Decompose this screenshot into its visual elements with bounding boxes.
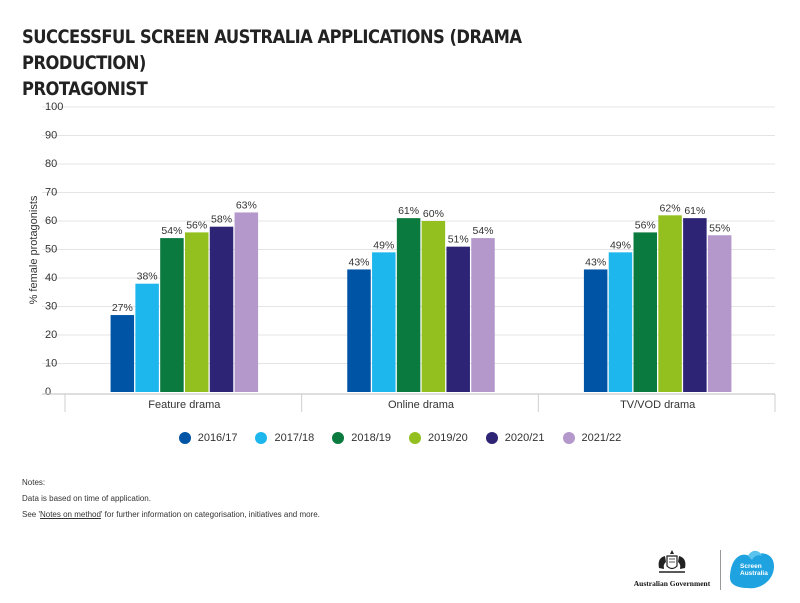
bar (583, 269, 608, 392)
notes-line-1: Data is based on time of application. (22, 494, 151, 503)
bar (396, 218, 421, 392)
chart-title-line-1: SUCCESSFUL SCREEN AUSTRALIA APPLICATIONS… (22, 26, 522, 74)
data-label: 56% (186, 219, 207, 231)
sa-line-1: Screen (740, 563, 762, 570)
bar (446, 246, 470, 392)
legend-swatch (409, 432, 421, 444)
screen-australia-logo-icon (730, 550, 774, 589)
x-tick-label: Feature drama (148, 399, 221, 411)
data-label: 54% (161, 225, 182, 237)
chart-title-line-2: PROTAGONIST (22, 78, 148, 100)
logo-divider (720, 550, 721, 590)
chart-legend: 2016/17 2017/18 2018/19 2019/20 2020/21 2021/… (0, 432, 800, 444)
legend-item: 2016/17 (178, 432, 238, 444)
legend-swatch (255, 432, 268, 444)
bar (608, 252, 633, 392)
legend-swatch (562, 432, 575, 444)
footer-logos: Australian Government Screen Australia (632, 548, 782, 596)
y-tick-label: 50 (45, 244, 57, 256)
y-tick-label: 70 (45, 187, 57, 199)
data-label: 51% (448, 234, 469, 246)
bars (110, 212, 732, 392)
bar (372, 252, 396, 392)
bar (633, 232, 658, 392)
data-label: 49% (373, 239, 394, 251)
x-tick-label: TV/VOD drama (620, 399, 696, 411)
data-label: 27% (112, 302, 133, 314)
screen-australia-text: Screen Australia (740, 563, 768, 577)
notes-block: Notes: Data is based on time of applicat… (22, 475, 320, 523)
sa-line-2: Australia (740, 570, 768, 577)
data-label: 56% (635, 219, 656, 231)
bar (707, 235, 732, 392)
y-tick-label: 30 (45, 301, 57, 313)
chart-title: SUCCESSFUL SCREEN AUSTRALIA APPLICATIONS… (22, 24, 624, 102)
y-tick-label: 10 (45, 358, 57, 370)
legend-swatch (178, 432, 191, 444)
bar-chart: 0 10 20 30 40 50 60 70 80 90 100 27% 38% 54% 56% 58% 63… (28, 101, 776, 412)
notes-line-2-suffix: ' for further information on categorisat… (100, 510, 320, 519)
legend-item: 2020/21 (485, 432, 545, 444)
bar (160, 238, 184, 392)
data-label: 61% (684, 205, 705, 217)
legend-label: 2020/21 (504, 432, 545, 444)
bar (347, 269, 371, 392)
gov-label: Australian Government (633, 579, 711, 588)
notes-on-method-link[interactable]: Notes on method (39, 510, 101, 519)
bar (209, 226, 234, 392)
data-label: 58% (211, 214, 232, 226)
bar (135, 283, 159, 392)
legend-label: 2018/19 (351, 432, 391, 444)
screen-australia-logo: Screen Australia (728, 548, 776, 592)
bar (110, 315, 135, 392)
legend-label: 2021/22 (581, 432, 622, 444)
notes-line-2-prefix: See ' (22, 510, 40, 519)
y-tick-label: 90 (45, 130, 57, 142)
coat-of-arms-icon (658, 550, 686, 573)
legend-label: 2017/18 (274, 432, 315, 444)
bar (234, 212, 259, 392)
data-label: 63% (236, 199, 257, 211)
bar (658, 215, 682, 392)
x-axis: Feature drama Online drama TV/VOD drama (42, 393, 776, 412)
notes-line-2: See 'Notes on method' for further inform… (22, 507, 320, 523)
data-label: 49% (610, 239, 631, 251)
bar (471, 238, 495, 392)
y-tick-label: 20 (45, 329, 57, 341)
legend-item: 2018/19 (332, 432, 391, 444)
y-axis-label: % female protagonists (28, 195, 40, 304)
notes-heading: Notes: (22, 478, 46, 487)
y-tick-label: 60 (45, 215, 57, 227)
x-tick-label: Online drama (388, 399, 455, 411)
legend-label: 2016/17 (197, 432, 238, 444)
legend-item: 2021/22 (562, 432, 622, 444)
australian-government-logo: Australian Government (632, 548, 712, 588)
y-axis-ticks: 0 10 20 30 40 50 60 70 80 90 100 (45, 101, 63, 398)
bar (683, 218, 707, 392)
bar (421, 221, 446, 392)
data-label: 61% (398, 205, 419, 217)
legend-label: 2019/20 (428, 432, 468, 444)
data-label: 43% (585, 256, 606, 268)
data-label: 54% (472, 225, 493, 237)
y-tick-label: 100 (45, 101, 63, 113)
y-tick-label: 0 (45, 386, 51, 398)
data-label: 43% (348, 256, 369, 268)
legend-swatch (332, 432, 345, 444)
legend-item: 2019/20 (409, 432, 468, 444)
data-labels: 27%38%54% 56% 58%63%43%49%61% 60%51%54%43%4… (112, 199, 730, 314)
data-label: 60% (423, 208, 444, 220)
data-label: 55% (709, 222, 730, 234)
bar (184, 232, 209, 392)
legend-swatch (485, 432, 498, 444)
y-tick-label: 80 (45, 158, 57, 170)
data-label: 62% (660, 202, 681, 214)
y-tick-label: 40 (45, 272, 57, 284)
data-label: 38% (137, 271, 158, 283)
legend-item: 2017/18 (255, 432, 314, 444)
